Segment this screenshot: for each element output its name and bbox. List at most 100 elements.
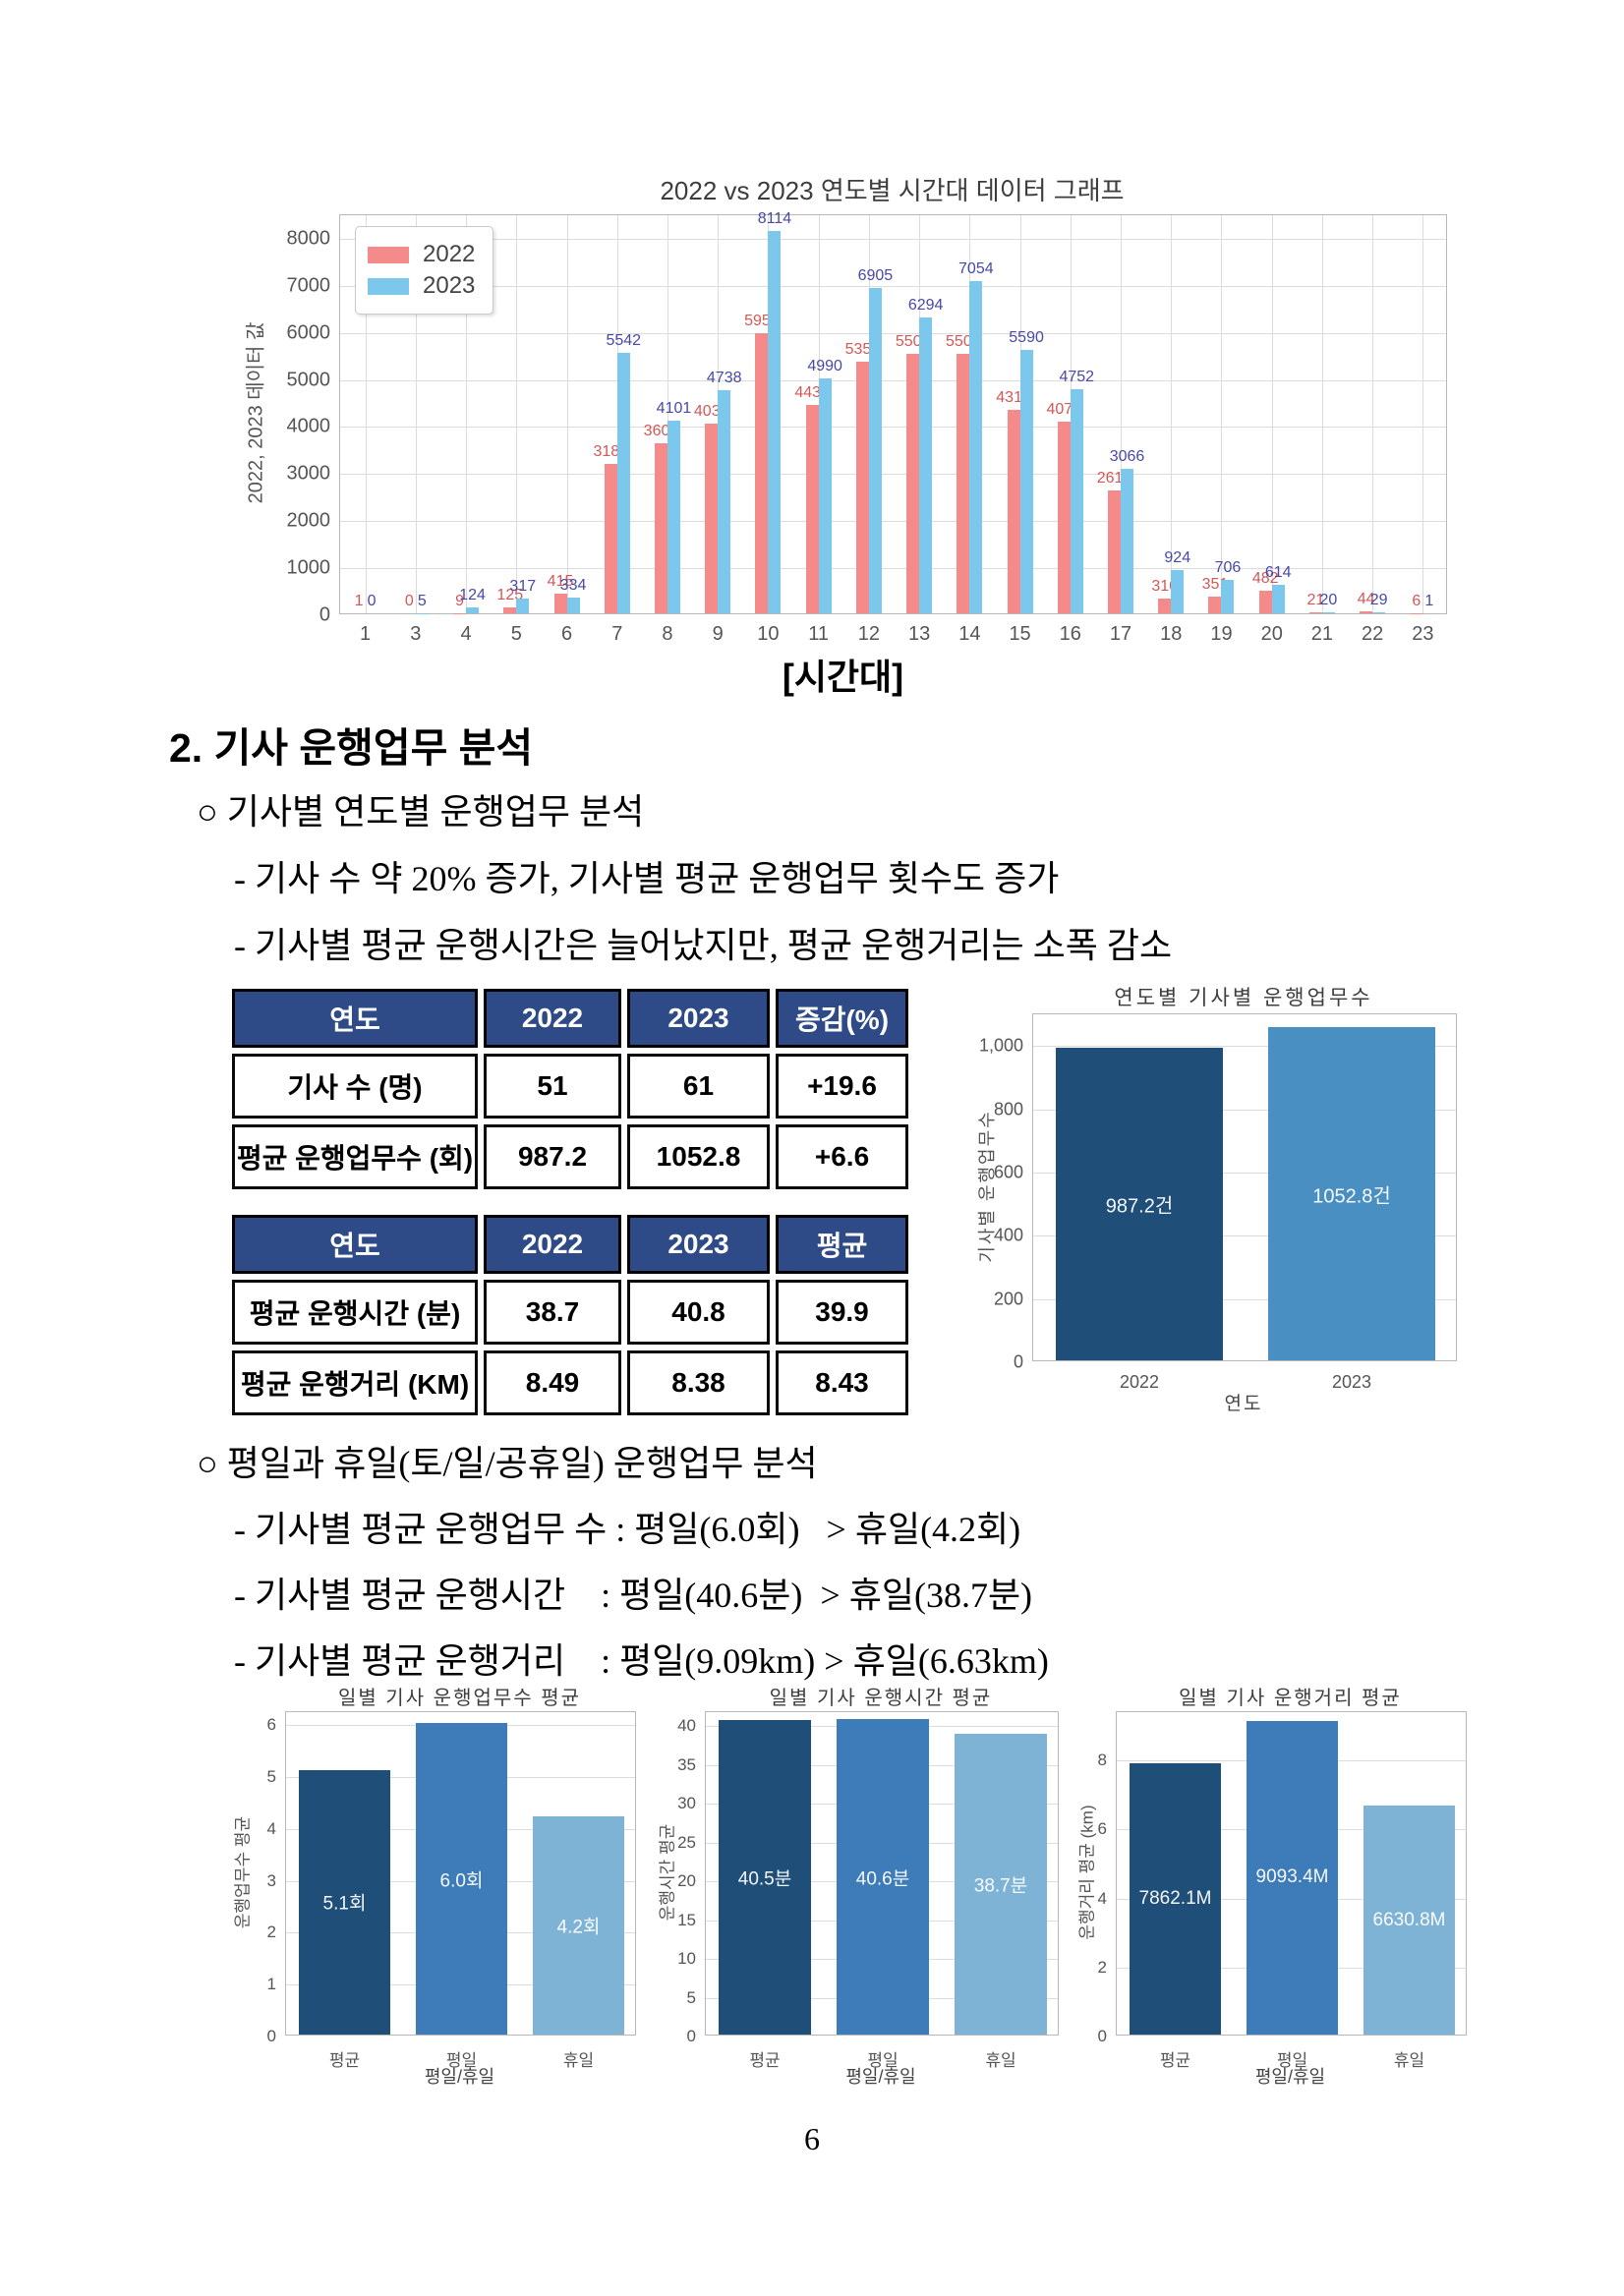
bar-2023-16	[1070, 389, 1083, 613]
page-number: 6	[804, 2121, 820, 2156]
y-tick-label: 6000	[286, 321, 331, 344]
bar-휴일	[955, 1734, 1047, 2035]
y-tick-label: 2	[1097, 1957, 1107, 1977]
gridline	[1221, 215, 1223, 613]
table-header-cell: 연도	[232, 1215, 478, 1274]
x-axis-caption: [시간대]	[782, 657, 904, 697]
gridline	[1033, 1172, 1456, 1174]
table-cell: 평균 운행시간 (분)	[232, 1280, 478, 1345]
bullet-title: ○ 평일과 휴일(토/일/공휴일) 운행업무 분석	[197, 1444, 818, 1483]
bar-2023-19	[1221, 580, 1235, 613]
bar-2022-11	[805, 404, 819, 613]
gridline	[340, 285, 1446, 287]
legend-swatch-2022-icon	[368, 246, 409, 263]
gridline	[340, 568, 1446, 570]
bar-value-label: 0	[404, 593, 414, 609]
bar-value-label: 9093.4M	[1255, 1866, 1329, 1888]
x-tick-label: 평균	[749, 2051, 781, 2070]
table-header-cell: 2022	[484, 1215, 621, 1274]
y-tick-label: 8000	[286, 227, 331, 250]
bullet-item: - 기사별 평균 운행거리 : 평일(9.09km) > 휴일(6.63km)	[234, 1641, 1049, 1681]
y-tick-label: 6	[1097, 1819, 1107, 1839]
table-cell: 987.2	[484, 1124, 621, 1189]
table-cell: 8.49	[484, 1350, 621, 1415]
plot-area: 0 1000 2000 3000 4000 5000 6000 7000 8000 1 0 1 0 5 3 9…	[287, 210, 1447, 645]
bar-2022-22	[1360, 610, 1373, 613]
bar-value-label: 1	[354, 592, 364, 609]
x-tick-label: 2023	[1331, 1372, 1372, 1392]
bar-2022-7	[604, 463, 617, 613]
y-tick-label: 1	[266, 1975, 276, 1994]
x-tick-label: 7	[611, 623, 623, 645]
y-tick-label: 20	[677, 1871, 696, 1891]
x-tick-label: 13	[907, 623, 931, 645]
x-tick-label: 평일	[1276, 2051, 1308, 2070]
table-header-row: 연도 2022 2023 평균	[232, 1215, 908, 1274]
table-cell: 61	[627, 1054, 770, 1119]
section-heading: 2. 기사 운행업무 분석	[169, 725, 534, 771]
bar-2022	[1055, 1048, 1224, 1360]
y-tick-label: 4	[266, 1818, 276, 1838]
y-tick-label: 35	[677, 1754, 696, 1774]
bar-value-label: 20	[1319, 592, 1338, 609]
bar-value-label: 21	[1306, 592, 1325, 608]
x-tick-label: 평균	[328, 2051, 361, 2070]
x-tick-label: 21	[1310, 623, 1334, 645]
y-tick-label: 8	[1097, 1751, 1107, 1770]
bar-2022-14	[957, 354, 970, 613]
chart-title: 일별 기사 운행거리 평균	[1179, 1688, 1402, 1709]
x-axis-label: 평일/휴일	[845, 2067, 916, 2087]
table-header-cell: 연도	[232, 989, 478, 1048]
x-tick-label: 20	[1260, 623, 1283, 645]
x-tick-label: 22	[1362, 623, 1384, 645]
gridline	[1321, 215, 1323, 613]
bar-2023-18	[1171, 569, 1185, 613]
x-tick-label: 11	[808, 623, 830, 645]
gridline	[365, 215, 367, 613]
gridline	[340, 379, 1446, 381]
y-tick-label: 3	[266, 1870, 276, 1890]
daily-task-count-chart: 일별 기사 운행업무수 평균 운행업무수 평균 0 1 2 3 4 5 6 5.1회 평균 6.0…	[211, 1674, 654, 2101]
y-tick-label: 600	[993, 1162, 1023, 1182]
x-tick-label: 2022	[1119, 1372, 1160, 1392]
gridline	[1372, 215, 1374, 613]
bar-2023-13	[919, 316, 933, 613]
x-tick-label: 휴일	[1393, 2051, 1425, 2070]
gridline	[340, 238, 1446, 240]
hourly-comparison-chart: 2022 vs 2023 연도별 시간대 데이터 그래프 2022, 2023 …	[226, 126, 1460, 661]
bullet-item: - 기사별 평균 운행시간은 늘어났지만, 평균 운행거리는 소폭 감소	[234, 926, 1173, 965]
y-tick-label: 4	[1097, 1888, 1107, 1908]
yearly-tasks-chart: 연도별 기사별 운행업무수 기사별 운행업무수 0 200 400 600 800 1,0…	[968, 968, 1499, 1425]
driving-avg-table: 연도 2022 2023 평균 평균 운행시간 (분) 38.7 40.8 39.9 평균 운…	[226, 1209, 914, 1421]
table-cell: +19.6	[776, 1054, 908, 1119]
bar-2022-18	[1158, 599, 1172, 613]
y-tick-label: 2000	[286, 509, 331, 532]
bar-value-label: 5590	[1009, 329, 1044, 347]
plot-area: 0 200 400 600 800 1,000 987.2건 2022 1052.8건 2023	[979, 1013, 1457, 1392]
table-header-cell: 2023	[627, 989, 770, 1048]
gridline	[1033, 1046, 1456, 1048]
bar-value-label: 44	[1357, 590, 1375, 607]
table-cell: 38.7	[484, 1280, 621, 1345]
bullet-item: - 기사 수 약 20% 증가, 기사별 평균 운행업무 횟수도 증가	[234, 859, 1060, 898]
bar-value-label: 5.1회	[322, 1893, 367, 1915]
bar-2023-7	[616, 352, 630, 613]
table-cell: 기사 수 (명)	[232, 1054, 478, 1119]
y-tick-label: 5	[686, 1987, 696, 2007]
gridline	[566, 215, 568, 613]
y-tick-label: 1000	[286, 556, 331, 579]
x-tick-label: 14	[958, 623, 981, 645]
table-header-cell: 2023	[627, 1215, 770, 1274]
x-axis-label: 평일/휴일	[1254, 2067, 1326, 2087]
x-tick-label: 19	[1210, 623, 1233, 645]
bar-2023-11	[818, 378, 832, 613]
bar-value-label: 38.7분	[973, 1875, 1028, 1897]
bar-휴일	[533, 1816, 624, 2035]
bar-value-label: 1	[1424, 592, 1434, 609]
bar-2023-8	[667, 420, 680, 613]
bar-2022-13	[906, 354, 920, 613]
table-body: 평균 운행시간 (분) 38.7 40.8 39.9 평균 운행거리 (KM) 8.49 8…	[232, 1280, 908, 1415]
table-header-row: 연도 2022 2023 증감(%)	[232, 989, 908, 1048]
bar-value-label: 6	[1412, 592, 1421, 609]
y-tick-label: 7000	[286, 274, 331, 297]
